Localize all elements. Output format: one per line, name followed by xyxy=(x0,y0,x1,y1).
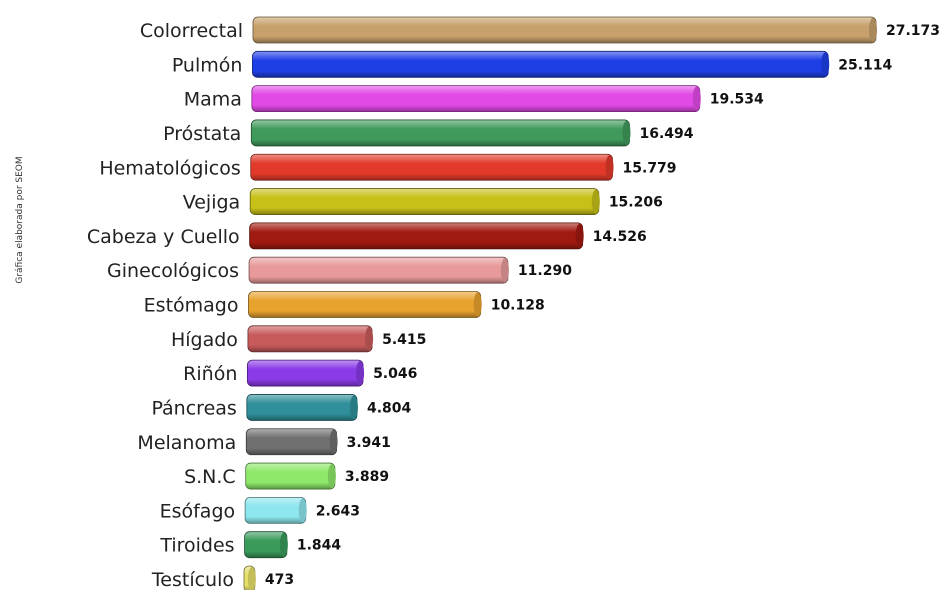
category-label: Hígado xyxy=(171,329,238,351)
value-label: 3.941 xyxy=(347,435,391,451)
bar-colorrectal xyxy=(252,16,877,44)
bar-hematol-gicos xyxy=(250,153,613,181)
value-label: 3.889 xyxy=(345,469,389,485)
bar-mama xyxy=(251,85,701,113)
bar-h-gado xyxy=(247,325,373,353)
bar-cabeza-y-cuello xyxy=(249,222,584,250)
bar-s-n-c xyxy=(245,462,336,490)
value-label: 15.206 xyxy=(609,195,663,211)
value-label: 5.046 xyxy=(373,366,417,382)
category-label: Pulmón xyxy=(172,54,243,76)
category-label: Páncreas xyxy=(151,397,236,419)
category-label: Vejiga xyxy=(183,192,240,214)
value-label: 4.804 xyxy=(367,400,412,416)
category-label: Testículo xyxy=(151,569,234,590)
category-label: Esófago xyxy=(160,500,236,522)
value-label: 11.290 xyxy=(518,263,572,279)
category-label: Tiroides xyxy=(159,535,234,557)
value-label: 19.534 xyxy=(710,92,764,108)
bars-group: Colorrectal 27.173 Pulmón 25.114 Mama 19.534 P… xyxy=(87,16,940,590)
bar-end-cap xyxy=(298,498,307,523)
bar-end-cap xyxy=(349,395,358,420)
value-label: 473 xyxy=(265,572,294,588)
bar-es-fago xyxy=(244,496,307,524)
value-label: 15.779 xyxy=(623,160,677,176)
category-label: Mama xyxy=(184,89,242,111)
value-label: 2.643 xyxy=(316,503,360,519)
bar-pr-stata xyxy=(250,119,630,147)
bar-end-cap xyxy=(692,86,701,111)
category-label: Hematológicos xyxy=(99,157,240,179)
bar-end-cap xyxy=(575,223,584,248)
value-label: 14.526 xyxy=(593,229,647,245)
value-label: 5.415 xyxy=(382,332,426,348)
bar-end-cap xyxy=(869,18,877,42)
bar-ginecol-gicos xyxy=(248,256,509,284)
category-label: Melanoma xyxy=(137,432,236,454)
value-label: 1.844 xyxy=(297,538,342,554)
category-label: Ginecológicos xyxy=(107,260,239,282)
bar-end-cap xyxy=(622,120,631,145)
bar-end-cap xyxy=(591,189,600,214)
value-label: 10.128 xyxy=(491,298,545,314)
bar-end-cap xyxy=(279,532,288,557)
bar-end-cap xyxy=(365,326,374,351)
category-label: Próstata xyxy=(163,123,241,145)
bar-end-cap xyxy=(821,52,830,77)
value-label: 25.114 xyxy=(838,57,892,73)
category-label: Cabeza y Cuello xyxy=(87,226,240,248)
bar-end-cap xyxy=(473,292,482,317)
bar-vejiga xyxy=(249,188,600,215)
bar-est-mago xyxy=(248,291,482,318)
bar-end-cap xyxy=(329,429,338,454)
bar-p-ncreas xyxy=(246,394,358,421)
bar-end-cap xyxy=(500,258,509,283)
bar-end-cap xyxy=(327,464,336,489)
value-label: 27.173 xyxy=(886,23,940,39)
bar-end-cap xyxy=(356,361,365,386)
category-label: Riñón xyxy=(183,363,237,385)
bar-melanoma xyxy=(245,428,338,456)
bar-ri-n xyxy=(246,359,364,387)
bar-end-cap xyxy=(605,155,614,180)
value-label: 16.494 xyxy=(639,126,693,142)
category-label: Estómago xyxy=(144,295,239,317)
category-label: Colorrectal xyxy=(140,20,243,42)
bar-end-cap xyxy=(247,567,256,590)
bar-pulm-n xyxy=(252,50,829,78)
category-label: S.N.C xyxy=(184,466,236,488)
